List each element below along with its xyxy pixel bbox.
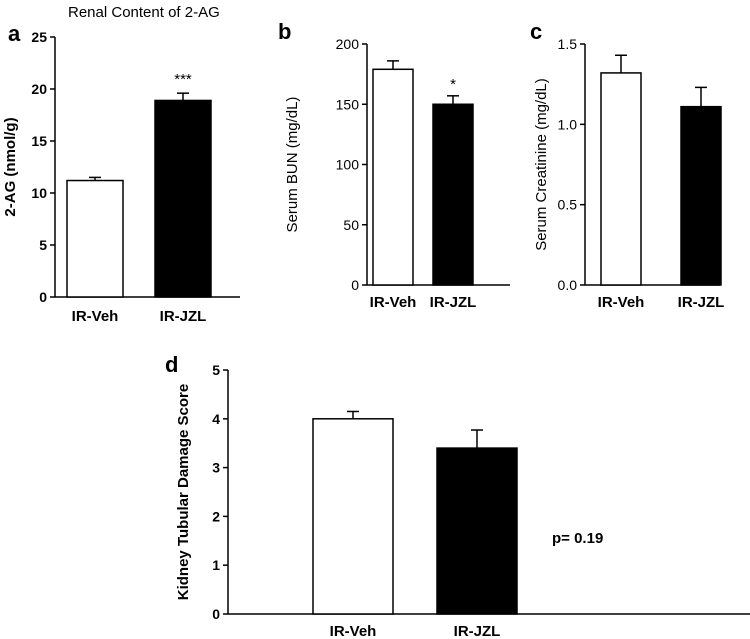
- panel-letter: a: [8, 21, 21, 46]
- y-tick-label: 0: [39, 289, 47, 305]
- y-tick-label: 0: [351, 277, 359, 293]
- y-tick-label: 3: [212, 460, 220, 476]
- y-axis-label: 2-AG (nmol/g): [2, 117, 19, 216]
- y-tick-label: 1.5: [558, 36, 578, 52]
- bar-ir-jzl: [154, 99, 212, 298]
- panel-c: c 0.0 0.5 1.0 1.5 Serum Creatinine (mg/dL) IR-…: [530, 19, 724, 311]
- chart-title: Renal Content of 2-AG: [68, 4, 220, 21]
- panel-b: b 0 50 100 150 200 Serum BUN (mg/dL) IR-Veh IR-J…: [278, 19, 510, 311]
- significance-mark: ***: [174, 71, 192, 88]
- y-tick-label: 2: [212, 508, 220, 524]
- y-tick-label: 5: [212, 362, 220, 378]
- panel-a: a Renal Content of 2-AG 0 5 10 15 20 25 2-AG (nm…: [2, 4, 240, 325]
- significance-mark: *: [450, 76, 456, 93]
- bar-ir-veh: [372, 68, 414, 286]
- y-tick-label: 4: [212, 411, 220, 427]
- y-tick-label: 20: [31, 81, 47, 97]
- y-tick-label: 200: [336, 36, 360, 52]
- y-tick-label: 0.5: [558, 197, 578, 213]
- y-tick-label: 100: [336, 157, 360, 173]
- y-tick-label: 5: [39, 237, 47, 253]
- y-tick-label: 150: [336, 96, 360, 112]
- x-category-label: IR-JZL: [454, 623, 501, 639]
- bar-ir-veh: [600, 72, 642, 286]
- y-tick-label: 10: [31, 185, 47, 201]
- y-axis-label: Serum BUN (mg/dL): [284, 97, 301, 233]
- y-axis-label: Serum Creatinine (mg/dL): [533, 78, 550, 251]
- x-category-label: IR-Veh: [330, 623, 377, 639]
- bar-ir-jzl: [436, 447, 518, 615]
- panel-letter: b: [278, 19, 291, 44]
- bar-ir-veh: [312, 418, 394, 615]
- x-category-label: IR-Veh: [370, 294, 417, 311]
- y-tick-label: 0: [212, 606, 220, 622]
- p-value-label: p= 0.19: [552, 530, 603, 547]
- y-tick-label: 50: [343, 217, 359, 233]
- x-category-label: IR-Veh: [72, 308, 119, 325]
- bar-ir-veh: [66, 179, 124, 298]
- y-tick-label: 1.0: [558, 116, 578, 132]
- x-category-label: IR-Veh: [598, 294, 645, 311]
- bar-ir-jzl: [432, 103, 474, 286]
- x-category-label: IR-JZL: [678, 294, 725, 311]
- panel-letter: c: [530, 19, 542, 44]
- y-tick-label: 0.0: [558, 277, 578, 293]
- bar-ir-jzl: [680, 105, 722, 286]
- y-tick-label: 15: [31, 133, 47, 149]
- y-tick-label: 25: [31, 29, 47, 45]
- y-axis-label: Kidney Tubular Damage Score: [175, 384, 192, 600]
- panel-d: d 0 1 2 3 4 5 Kidney Tubular Damage Score IR-Veh…: [165, 352, 750, 639]
- x-category-label: IR-JZL: [160, 308, 207, 325]
- x-category-label: IR-JZL: [430, 294, 477, 311]
- panel-letter: d: [165, 352, 178, 377]
- y-tick-label: 1: [212, 557, 220, 573]
